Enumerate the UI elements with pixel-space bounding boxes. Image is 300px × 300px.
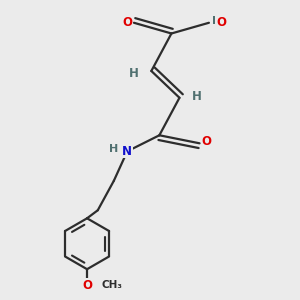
Text: H: H [192, 90, 202, 103]
Text: H: H [129, 67, 139, 80]
Text: N: N [122, 145, 132, 158]
Text: O: O [216, 16, 226, 29]
Text: O: O [82, 279, 92, 292]
Text: H: H [109, 144, 119, 154]
Text: O: O [122, 16, 132, 29]
Text: O: O [201, 136, 211, 148]
Text: H: H [212, 16, 221, 26]
Text: CH₃: CH₃ [102, 280, 123, 290]
